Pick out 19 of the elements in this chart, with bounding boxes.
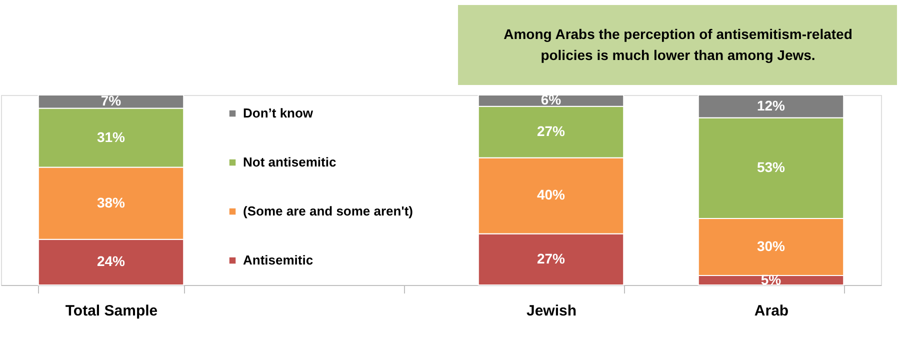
x-tick-label: Arab: [754, 302, 789, 320]
x-tick-label: Total Sample: [65, 302, 158, 320]
data-label: 24%: [96, 253, 126, 270]
text: Among Arabs the perception of antisemitism-related policies is much lower than among Jews.: [504, 26, 852, 63]
data-label: 27%: [536, 250, 566, 266]
data-label: 27%: [536, 123, 566, 140]
data-label: 38%: [96, 194, 126, 210]
data-label: 31%: [96, 128, 126, 145]
data-label: 40%: [536, 186, 566, 203]
data-label: 6%: [540, 92, 562, 108]
legend-label: (Some are and some aren't): [243, 204, 413, 218]
x-tick-label: Jewish: [526, 302, 577, 320]
legend-label: Antisemitic: [243, 252, 314, 268]
data-label: 30%: [756, 238, 786, 254]
data-label: 53%: [756, 159, 786, 176]
legend-label: Not antisemitic: [243, 154, 336, 170]
legend-label: Don’t know: [243, 106, 314, 120]
data-label: 7%: [100, 92, 122, 109]
data-label: 12%: [756, 97, 786, 114]
